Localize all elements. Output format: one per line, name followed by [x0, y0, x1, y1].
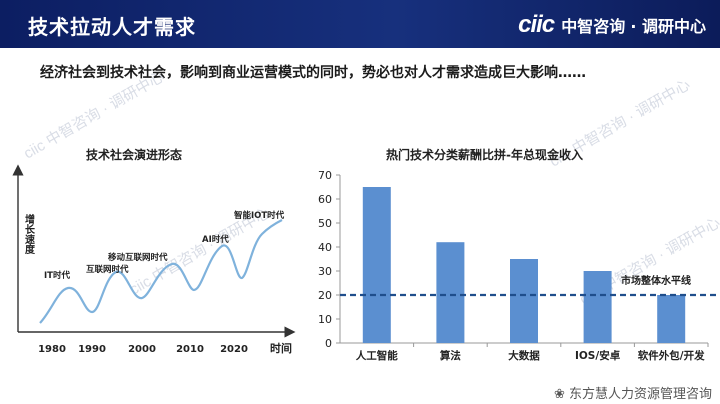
y-tick-label: 0: [325, 337, 332, 350]
bar: [436, 242, 465, 343]
left-chart-title: 技术社会演进形态: [86, 148, 183, 162]
bar: [362, 187, 391, 343]
category-label: 人工智能: [356, 349, 398, 362]
wechat-icon: ❀: [553, 387, 565, 402]
year-label: 2020: [220, 344, 248, 355]
logo-subtext: · 调研中心: [630, 17, 706, 36]
ciic-logo: ciic 中智咨询 · 调研中心: [518, 11, 706, 39]
evolution-chart: 增长速度 1980 1990 2000 2010 2020 IT时代 互联网时代移动互联网…: [12, 164, 296, 355]
y-tick-label: 30: [318, 265, 332, 278]
year-label: 2000: [128, 344, 156, 355]
bar: [510, 259, 538, 343]
year-label: 1990: [78, 344, 106, 355]
header-bar: 技术拉动人才需求 ciic 中智咨询 · 调研中心: [0, 0, 720, 48]
y-tick-label: 40: [318, 241, 332, 254]
category-label: IOS/安卓: [575, 349, 621, 362]
y-tick-label: 60: [318, 193, 332, 206]
y-tick-label: 20: [318, 289, 332, 302]
salary-bar-chart: 0 10 20 30 40 50 60 70 人工智能 算法 大数据 IOS/安卓 软件外包/开发 市场整…: [318, 169, 718, 362]
year-label: 1980: [38, 344, 66, 355]
bar: [657, 295, 686, 343]
reference-line-label: 市场整体水平线: [621, 274, 691, 287]
y-tick-label: 70: [318, 169, 332, 182]
y-tick-label: 50: [318, 217, 332, 230]
era-label: 移动互联网时代: [108, 252, 168, 263]
y-axis-label: 增长速度: [23, 213, 35, 255]
evolution-curve: [39, 219, 283, 324]
y-tick-label: 10: [318, 313, 332, 326]
era-label: IT时代: [44, 270, 70, 281]
slide-subtitle: 经济社会到技术社会，影响到商业运营模式的同时，势必也对人才需求造成巨大影响……: [40, 65, 586, 81]
logo-text: 中智咨询: [561, 17, 626, 36]
x-axis-label: 时间: [270, 341, 292, 355]
footer-watermark: ❀ 东方慧人力资源管理咨询: [553, 387, 712, 402]
era-label: AI时代: [202, 234, 229, 245]
era-label: 互联网时代: [86, 264, 129, 275]
bar: [583, 271, 612, 343]
era-label: 智能IOT时代: [233, 210, 285, 221]
category-label: 软件外包/开发: [638, 349, 705, 362]
category-label: 大数据: [508, 349, 540, 362]
category-label: 算法: [440, 349, 461, 362]
page-title: 技术拉动人才需求: [28, 15, 196, 39]
right-chart-title: 热门技术分类薪酬比拼-年总现金收入: [386, 148, 583, 162]
year-label: 2010: [176, 344, 204, 355]
logo-mark: ciic: [518, 11, 555, 38]
